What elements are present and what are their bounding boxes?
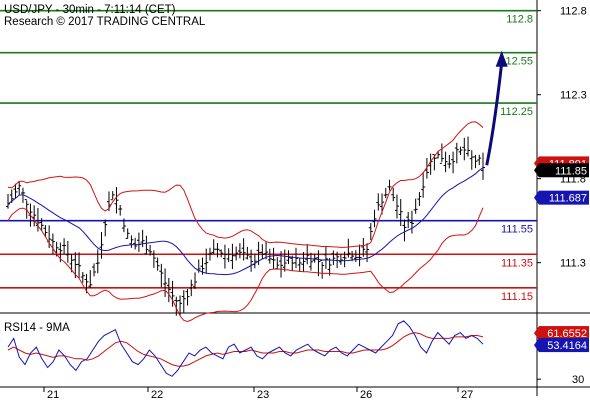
x-tick-label-27: 27 xyxy=(461,389,473,400)
level-label-112.8: 112.8 xyxy=(506,14,533,26)
x-tick-label-21: 21 xyxy=(47,389,59,400)
rsi-ma-line xyxy=(7,332,484,367)
rsi-box-label-53.4164: 53.4164 xyxy=(547,340,587,352)
ohlc-bars xyxy=(6,136,485,316)
bollinger-upper-band xyxy=(7,121,484,248)
y-tick-label-112.8: 112.8 xyxy=(560,6,587,18)
rsi-line xyxy=(7,320,484,377)
rsi-panel-label: RSI14 - 9MA xyxy=(4,322,70,334)
rsi-box-pointer-61.6552 xyxy=(534,326,539,341)
price-box-111.85 xyxy=(539,163,589,178)
rsi-y-tick-label-30: 30 xyxy=(572,374,584,386)
price-box-111.687 xyxy=(539,190,589,205)
level-label-111.35: 111.35 xyxy=(501,257,533,269)
forecast-arrow-line xyxy=(485,62,504,166)
chart-title: USD/JPY - 30min - 7:11:14 (CET) xyxy=(4,4,176,16)
rsi-box-53.4164 xyxy=(539,338,589,353)
level-label-112.25: 112.25 xyxy=(500,106,533,118)
x-tick-label-23: 23 xyxy=(257,389,269,400)
moving-average-line xyxy=(7,167,484,276)
price-box-pointer-111.85 xyxy=(534,163,539,178)
rsi-box-pointer-53.4164 xyxy=(534,338,539,353)
x-tick-label-22: 22 xyxy=(151,389,163,400)
y-tick-label-112.3: 112.3 xyxy=(560,90,587,102)
copyright-text: Research © 2017 TRADING CENTRAL xyxy=(4,16,206,28)
level-label-112.55: 112.55 xyxy=(500,56,533,68)
rsi-box-label-61.6552: 61.6552 xyxy=(547,328,587,340)
rsi-box-61.6552 xyxy=(539,326,589,341)
level-label-111.55: 111.55 xyxy=(501,224,533,236)
level-label-111.15: 111.15 xyxy=(501,291,533,303)
x-tick-label-26: 26 xyxy=(360,389,372,400)
price-box-label-111.687: 111.687 xyxy=(549,193,587,205)
bollinger-lower-band xyxy=(7,207,484,323)
price-box-pointer-111.687 xyxy=(534,190,539,205)
price-box-label-111.85: 111.85 xyxy=(555,165,587,177)
forecast-arrow-head xyxy=(495,50,508,67)
y-tick-label-111.3: 111.3 xyxy=(560,258,586,270)
